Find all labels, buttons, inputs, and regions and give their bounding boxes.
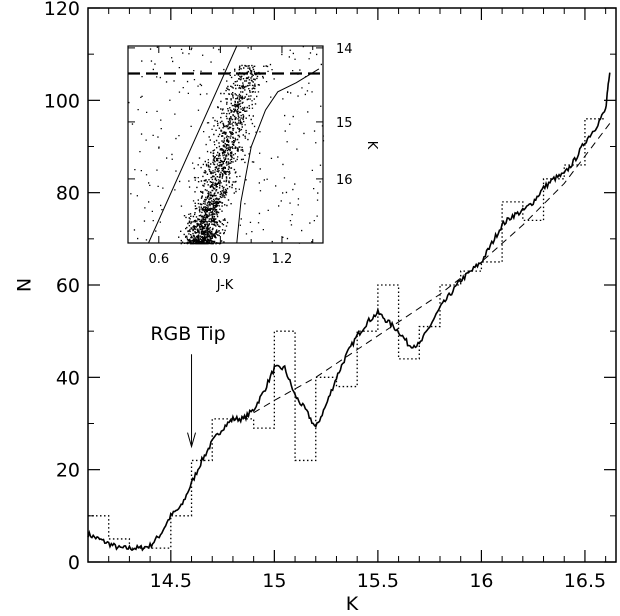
x-tick-label: 15 — [262, 570, 286, 592]
dashed-fit-line — [243, 123, 611, 420]
rgb-tip-annotation: RGB Tip — [150, 323, 226, 449]
dashed-fit-series — [243, 123, 611, 420]
inset-boundary-line — [148, 45, 238, 244]
inset-background — [128, 46, 323, 243]
histogram-series — [88, 118, 606, 549]
main-plot-frame — [87, 7, 617, 563]
y-tick-label: 80 — [56, 183, 80, 205]
main-y-axis-label: N — [12, 278, 34, 292]
x-tick-label: 16 — [469, 570, 493, 592]
inset-x-axis-label: J-K — [216, 278, 234, 293]
inset-y-axis-label: K — [364, 141, 379, 150]
inset-boundary-line — [236, 68, 320, 244]
inset-y-tick-label: 16 — [336, 173, 353, 188]
inset-frame — [127, 45, 324, 244]
x-tick-label: 16.5 — [564, 570, 606, 592]
histogram-steps — [88, 118, 606, 549]
x-tick-label: 14.5 — [150, 570, 192, 592]
x-tick-label: 15.5 — [357, 570, 399, 592]
solid-count-line — [87, 72, 611, 552]
inset-axis-ticks — [128, 46, 323, 243]
rgb-tip-label: RGB Tip — [150, 323, 225, 345]
inset-x-tick-label: 0.9 — [210, 252, 231, 267]
main-x-axis-label: K — [346, 593, 359, 615]
y-tick-label: 20 — [56, 460, 80, 482]
inset-points — [128, 46, 325, 245]
inset-x-tick-label: 0.6 — [148, 252, 169, 267]
y-tick-label: 40 — [56, 367, 80, 389]
y-tick-label: 100 — [44, 90, 80, 112]
inset-y-tick-label: 15 — [336, 116, 353, 131]
inset-tick-labels: 0.6 0.9 1.2 14 15 16 — [148, 42, 352, 267]
main-tick-labels: 14.5 15 15.5 16 16.5 0 20 40 60 80 100 120 — [44, 0, 606, 592]
inset-x-tick-label: 1.2 — [272, 252, 293, 267]
y-tick-label: 60 — [56, 275, 80, 297]
y-tick-label: 0 — [68, 552, 80, 574]
inset-boundary-lines — [128, 45, 323, 244]
y-tick-label: 120 — [44, 0, 80, 20]
solid-count-series — [87, 72, 611, 552]
inset-scatter-points — [128, 46, 325, 245]
rgb-tip-arrow-head — [187, 432, 197, 449]
inset-y-tick-label: 14 — [336, 42, 353, 57]
